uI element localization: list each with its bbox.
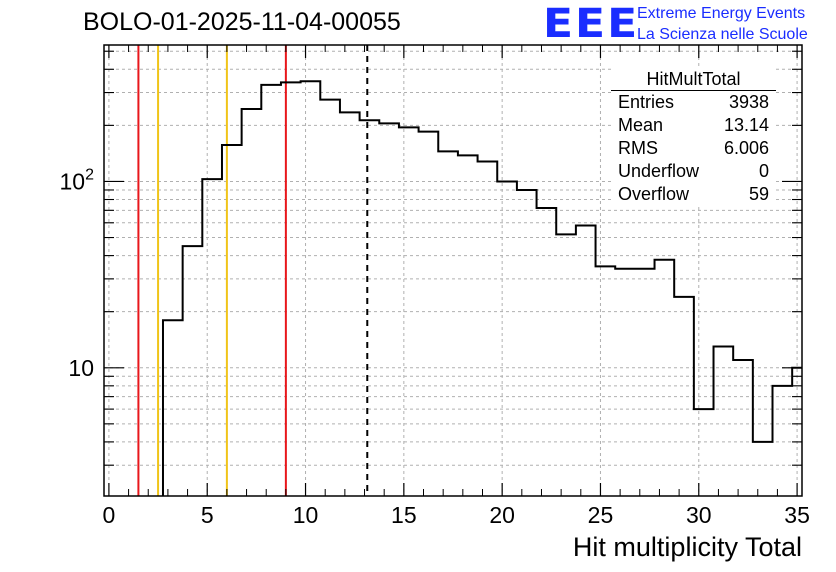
stats-title: HitMultTotal	[611, 68, 776, 91]
logo-line-2: La Scienza nelle Scuole	[637, 26, 808, 43]
x-axis-label: Hit multiplicity Total	[572, 532, 802, 562]
stats-value: 3938	[728, 92, 769, 112]
y-tick-label: 10	[68, 355, 94, 381]
stats-label: Entries	[618, 92, 675, 112]
stats-label: Overflow	[618, 184, 690, 204]
stats-row-rms: RMS 6.006	[611, 137, 776, 160]
marker-lines	[137, 45, 369, 496]
stats-label: Mean	[618, 115, 664, 135]
plot-frame	[103, 44, 803, 497]
x-tick-label: 20	[489, 502, 515, 528]
stats-row-underflow: Underflow 0	[611, 160, 776, 183]
x-tick-label: 30	[686, 502, 712, 528]
x-tick-label: 25	[588, 502, 614, 528]
stats-value: 13.14	[723, 115, 769, 135]
stats-value: 0	[758, 161, 769, 181]
stats-value: 59	[748, 184, 769, 204]
chart-title: BOLO-01-2025-11-04-00055	[83, 8, 401, 36]
stats-box: HitMultTotal Entries 3938 Mean 13.14 RMS…	[611, 68, 776, 206]
stats-label: RMS	[618, 138, 658, 158]
stats-row-mean: Mean 13.14	[611, 114, 776, 137]
tick-labels: 0 5 10 15 20 25 30 35 10 102	[60, 166, 810, 528]
logo-line-1: Extreme Energy Events	[637, 5, 806, 22]
histogram-series	[161, 80, 802, 496]
stats-value: 6.006	[723, 138, 769, 158]
stats-row-overflow: Overflow 59	[611, 183, 776, 206]
x-tick-label: 15	[391, 502, 417, 528]
x-tick-label: 10	[293, 502, 319, 528]
stats-row-entries: Entries 3938	[611, 91, 776, 114]
grid	[104, 45, 802, 496]
axis-ticks	[104, 45, 802, 496]
x-tick-label: 5	[201, 502, 214, 528]
y-tick-label: 102	[60, 166, 95, 194]
eee-logo: EEE	[543, 0, 640, 47]
x-tick-label: 0	[103, 502, 116, 528]
stats-label: Underflow	[618, 161, 700, 181]
x-tick-label: 35	[784, 502, 810, 528]
